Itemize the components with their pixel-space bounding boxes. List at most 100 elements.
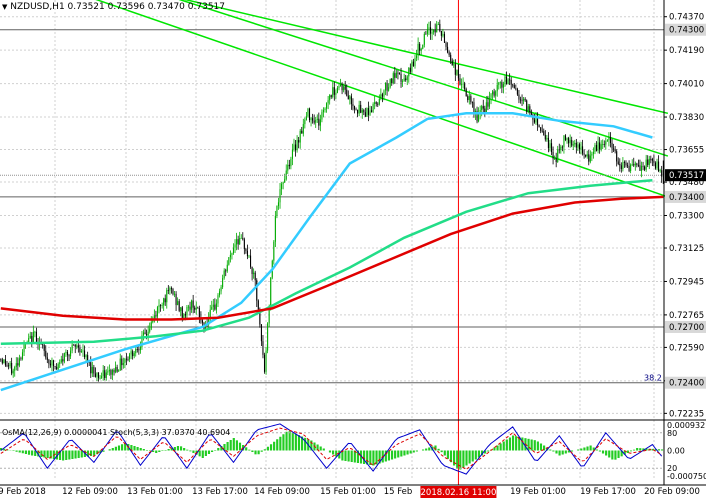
osma-bar xyxy=(397,450,400,458)
osma-bar xyxy=(356,450,359,463)
candle-body xyxy=(425,33,427,35)
candle-body xyxy=(561,146,563,148)
candle-body xyxy=(439,23,441,31)
candle-body xyxy=(177,301,179,306)
candle-body xyxy=(651,159,653,161)
osma-bar xyxy=(629,450,633,452)
candle-body xyxy=(15,363,17,368)
candle-body xyxy=(288,164,290,167)
candle-body xyxy=(350,96,352,105)
candle-body xyxy=(223,270,225,279)
osma-bar xyxy=(415,450,418,452)
candle-body xyxy=(29,335,31,338)
candle-body xyxy=(167,290,169,291)
candle-body xyxy=(4,359,6,366)
candle-body xyxy=(481,106,483,110)
osma-bar xyxy=(443,450,446,456)
candle-body xyxy=(518,94,520,100)
osma-bar xyxy=(459,450,462,470)
candle-body xyxy=(76,345,78,347)
candle-body xyxy=(51,360,53,366)
candle-body xyxy=(299,130,301,143)
candle-body xyxy=(136,349,138,350)
candle-body xyxy=(56,366,58,370)
candle-body xyxy=(267,323,269,351)
osma-bar xyxy=(207,450,211,454)
osma-bar xyxy=(465,450,468,466)
candle-body xyxy=(194,307,196,310)
candle-body xyxy=(208,317,210,325)
time-axis-label: 12 Feb 09:00 xyxy=(62,487,118,497)
candle-body xyxy=(605,141,607,145)
triangle-down-icon[interactable]: ▼ xyxy=(2,3,8,11)
candle-body xyxy=(361,110,363,113)
candle-body xyxy=(85,355,87,358)
candle-body xyxy=(45,350,47,358)
candle-body xyxy=(301,130,303,134)
candle-body xyxy=(124,358,126,364)
candle-body xyxy=(594,145,596,152)
candle-body xyxy=(631,164,633,166)
candle-body xyxy=(135,349,137,354)
candle-body xyxy=(133,353,135,357)
candle-body xyxy=(422,44,424,49)
price-level-label: 0.74300 xyxy=(669,26,704,36)
osma-bar xyxy=(238,442,242,451)
candle-body xyxy=(102,370,104,377)
osma-bar xyxy=(257,450,260,455)
candle-body xyxy=(201,320,204,323)
candle-body xyxy=(3,359,5,364)
candle-body xyxy=(43,344,45,351)
osma-bar xyxy=(366,450,369,465)
osma-bar xyxy=(142,449,145,451)
osma-bar xyxy=(300,436,304,451)
candle-body xyxy=(234,244,236,248)
candle-body xyxy=(34,331,36,333)
candle-body xyxy=(125,358,127,360)
price-axis-label: 0.73830 xyxy=(669,113,704,123)
candle-body xyxy=(377,103,379,105)
osma-bar xyxy=(155,450,158,453)
candle-body xyxy=(236,239,238,245)
candle-body xyxy=(31,335,33,343)
osma-bar xyxy=(322,448,325,451)
candle-body xyxy=(77,345,79,348)
candle-body xyxy=(246,250,248,257)
price-level-label: 0.72700 xyxy=(669,323,704,333)
candle-body xyxy=(389,78,391,88)
candle-body xyxy=(52,360,55,367)
osma-bar xyxy=(499,443,502,451)
candle-body xyxy=(122,363,124,366)
candle-body xyxy=(191,300,193,310)
candle-body xyxy=(456,69,458,75)
candle-body xyxy=(175,293,177,306)
time-marker-label: 2018.02.16 11:00 xyxy=(421,488,497,498)
osma-bar xyxy=(592,447,595,451)
osma-bar xyxy=(297,435,301,451)
candle-body xyxy=(170,288,172,290)
candle-body xyxy=(633,164,635,166)
candle-body xyxy=(164,298,166,303)
candle-body xyxy=(654,162,657,169)
osma-bar xyxy=(319,446,322,451)
candle-body xyxy=(352,104,354,107)
osma-bar xyxy=(251,450,254,452)
candle-body xyxy=(161,305,163,307)
candle-body xyxy=(180,307,182,311)
price-axis-label: 0.72765 xyxy=(669,311,704,321)
candle-body xyxy=(326,103,328,109)
candle-body xyxy=(62,359,64,362)
candle-body xyxy=(431,32,433,34)
osma-bar xyxy=(409,450,412,454)
time-axis-label: 14 Feb 09:00 xyxy=(254,487,310,497)
osma-bar xyxy=(651,448,654,451)
osma-bar xyxy=(0,448,3,451)
osma-bar xyxy=(276,439,279,451)
candle-body xyxy=(400,73,402,82)
osma-bar xyxy=(403,450,406,456)
candle-body xyxy=(293,144,295,150)
candle-body xyxy=(600,144,602,150)
osma-bar xyxy=(158,450,161,452)
